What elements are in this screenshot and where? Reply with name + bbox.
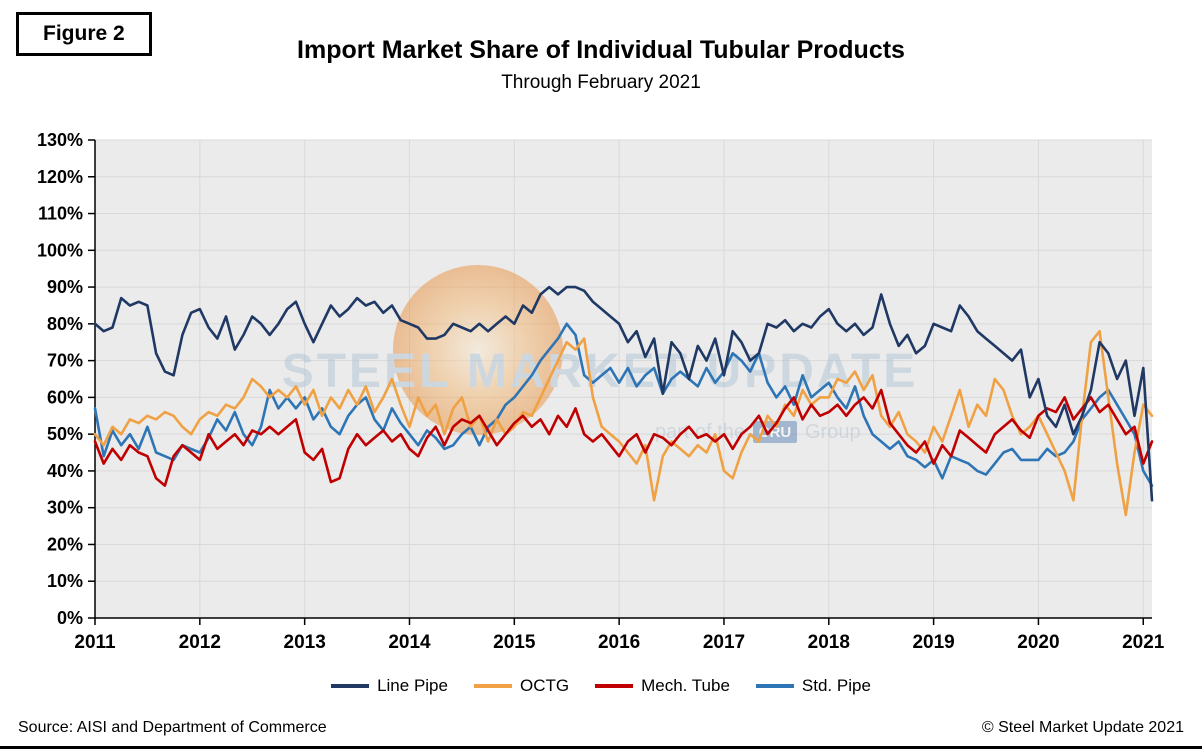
legend-label: Std. Pipe [801,676,871,695]
legend-item-mech-tube: Mech. Tube [595,676,730,696]
y-tick-label: 30% [47,498,83,518]
x-tick-label: 2020 [1017,632,1059,653]
bottom-rule [0,746,1202,749]
watermark-ball-icon [393,265,563,435]
x-tick-label: 2016 [598,632,640,653]
footer: Source: AISI and Department of Commerce … [18,719,1184,737]
legend-item-std-pipe: Std. Pipe [755,676,871,696]
legend-label: Line Pipe [377,676,448,695]
y-tick-label: 100% [37,240,83,260]
x-tick-label: 2012 [179,632,221,653]
y-tick-label: 20% [47,534,83,554]
x-tick-label: 2019 [912,632,954,653]
x-tick-label: 2013 [284,632,326,653]
axes: 0% 10% 20% 30% 40% 50% 60% 70% 80% 90% 100% 110% 120… [37,130,1165,653]
x-tick-label: 2011 [74,632,116,653]
x-tick-label: 2015 [493,632,536,653]
y-tick-label: 80% [47,314,83,334]
watermark-tagline-suffix: Group [805,421,861,443]
legend-item-octg: OCTG [473,676,570,696]
x-tick-label: 2018 [808,632,850,653]
y-tick-label: 90% [47,277,83,297]
legend-label: Mech. Tube [641,676,730,695]
series-line-line-pipe [93,285,1154,502]
source-note: Source: AISI and Department of Commerce [18,719,327,736]
chart-subtitle: Through February 2021 [501,72,701,93]
copyright-note: © Steel Market Update 2021 [981,719,1184,736]
plot-area [95,140,1152,618]
legend-label: OCTG [519,676,570,695]
chart-title: Import Market Share of Individual Tubula… [297,36,905,64]
y-tick-label: 10% [47,571,83,591]
watermark-text: STEEL MARKET UPDATE [282,345,919,398]
y-tick-label: 60% [47,387,83,407]
legend-swatch-octg [473,684,512,688]
y-tick-label: 70% [47,351,83,371]
watermark-tagline-badge: CRU [759,424,792,441]
y-tick-label: 120% [37,167,83,187]
figure-label: Figure 2 [16,12,152,56]
chart-legend: Line Pipe OCTG Mech. Tube Std. Pipe [0,676,1202,696]
y-tick-label: 40% [47,461,83,481]
y-tick-label: 130% [37,130,83,150]
y-tick-label: 110% [38,204,83,224]
legend-swatch-mech-tube [595,684,634,688]
y-tick-label: 0% [57,608,83,628]
legend-item-line-pipe: Line Pipe [331,676,448,696]
legend-swatch-line-pipe [331,684,370,688]
x-tick-label: 2021 [1122,632,1165,653]
x-tick-label: 2014 [388,632,431,653]
y-tick-label: 50% [47,424,83,444]
series-line-mech-tube [93,388,1154,487]
series-line-std-pipe [93,322,1154,487]
watermark-tagline-prefix: part of the [655,421,745,443]
x-tick-label: 2017 [703,632,745,653]
legend-swatch-std-pipe [755,684,794,688]
